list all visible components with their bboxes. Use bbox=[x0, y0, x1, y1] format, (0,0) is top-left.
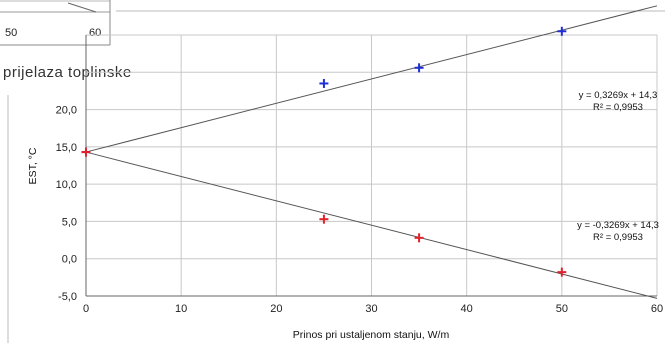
data-point-1 bbox=[414, 233, 424, 243]
r2-upper: R² = 0,9953 bbox=[593, 102, 643, 113]
x-tick-label: 40 bbox=[461, 303, 473, 315]
equation-lower: y = -0,3269x + 14,3 bbox=[577, 220, 659, 231]
y-tick-label: -5,0 bbox=[58, 291, 77, 303]
y-axis-title: EST, °C bbox=[27, 147, 39, 184]
data-point-1 bbox=[319, 214, 329, 224]
x-tick-label: 10 bbox=[175, 303, 187, 315]
inset-caption: prijelaza toplinske bbox=[3, 64, 132, 81]
y-tick-label: 5,0 bbox=[62, 216, 77, 228]
data-point-0 bbox=[319, 78, 329, 88]
data-point-1 bbox=[557, 267, 567, 277]
x-tick-label: 50 bbox=[556, 303, 568, 315]
equation-upper: y = 0,3269x + 14,3 bbox=[579, 90, 658, 101]
data-point-0 bbox=[557, 26, 567, 36]
data-markers bbox=[81, 26, 567, 277]
x-axis-title: Prinos pri ustaljenom stanju, W/m bbox=[293, 329, 450, 341]
y-tick-label: 0,0 bbox=[62, 254, 77, 266]
x-tick-label: 60 bbox=[651, 303, 663, 315]
inset-tick-right: 60 bbox=[89, 27, 101, 39]
data-point-0 bbox=[414, 63, 424, 73]
y-tick-label: 10,0 bbox=[56, 179, 77, 191]
plot-area bbox=[85, 34, 658, 297]
inset-tick-left: 50 bbox=[5, 27, 17, 39]
r2-lower: R² = 0,9953 bbox=[593, 232, 643, 243]
x-tick-label: 30 bbox=[365, 303, 377, 315]
x-tick-label: 0 bbox=[83, 303, 89, 315]
data-point-1 bbox=[81, 147, 91, 157]
y-tick-label: 20,0 bbox=[56, 105, 77, 117]
x-tick-label: 20 bbox=[270, 303, 282, 315]
inset-chart: 50 60 prijelaza toplinske bbox=[0, 0, 132, 343]
y-tick-label: 15,0 bbox=[56, 142, 77, 154]
axis-labels: -5,0 0,0 5,0 10,0 15,0 20,0 0 10 20 30 40 50 60 bbox=[56, 105, 664, 315]
